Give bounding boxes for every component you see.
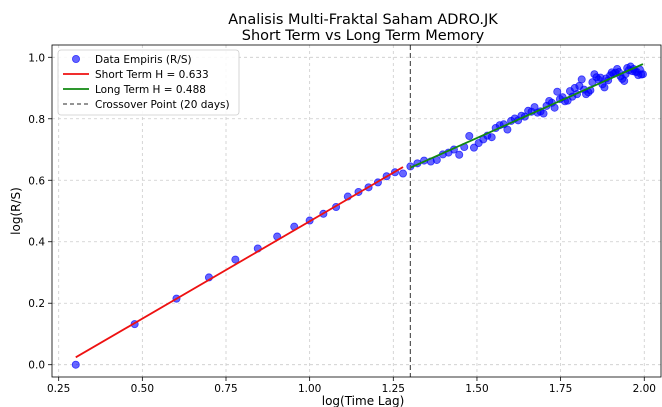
legend-label-short-term: Short Term H = 0.633 xyxy=(95,69,209,81)
plot-frame xyxy=(51,44,662,378)
x-tick-label: 1.75 xyxy=(549,383,572,395)
long-term-fit-line xyxy=(410,63,644,169)
data-point xyxy=(577,75,586,84)
data-point xyxy=(487,133,496,142)
y-tick-label: 0.6 xyxy=(28,175,45,187)
data-point xyxy=(231,255,240,264)
legend-label-crossover: Crossover Point (20 days) xyxy=(95,99,230,111)
y-tick-label: 0.4 xyxy=(28,237,45,249)
legend-marker-data xyxy=(72,55,81,64)
y-tick-label: 1.0 xyxy=(28,52,45,64)
chart-title-line2: Short Term vs Long Term Memory xyxy=(242,28,485,44)
y-axis-label: log(R/S) xyxy=(9,187,23,235)
x-tick-label: 1.00 xyxy=(298,383,321,395)
data-point xyxy=(600,83,609,92)
data-point xyxy=(399,169,408,178)
x-tick-label: 1.50 xyxy=(465,383,488,395)
x-axis-label: log(Time Lag) xyxy=(322,394,405,407)
x-tick-label: 0.25 xyxy=(47,383,70,395)
y-tick-label: 0.2 xyxy=(28,298,45,310)
legend: Data Empiris (R/S) Short Term H = 0.633 … xyxy=(57,49,240,116)
plot-area xyxy=(71,45,647,377)
x-tick-label: 0.75 xyxy=(214,383,237,395)
data-point xyxy=(469,143,478,152)
y-tick-label: 0.8 xyxy=(28,114,45,126)
data-point xyxy=(638,70,647,79)
axes: 0.25 0.50 0.75 1.00 1.25 1.50 1.75 2.00 0.0 0.2 0.… xyxy=(28,52,656,395)
x-tick-label: 0.50 xyxy=(131,383,154,395)
data-point xyxy=(465,131,474,140)
x-tick-label: 2.00 xyxy=(633,383,656,395)
data-point xyxy=(71,360,80,369)
y-tick-label: 0.0 xyxy=(28,360,45,372)
legend-label-long-term: Long Term H = 0.488 xyxy=(95,84,206,96)
data-point xyxy=(455,150,464,159)
data-point xyxy=(503,125,512,134)
legend-box xyxy=(57,49,240,116)
data-point xyxy=(553,87,562,96)
data-point xyxy=(620,76,629,85)
chart-title-line1: Analisis Multi-Fraktal Saham ADRO.JK xyxy=(228,12,498,28)
short-term-fit-line xyxy=(75,166,404,359)
legend-label-data: Data Empiris (R/S) xyxy=(95,54,192,66)
x-tick-label: 1.25 xyxy=(382,383,405,395)
data-point xyxy=(539,109,548,118)
